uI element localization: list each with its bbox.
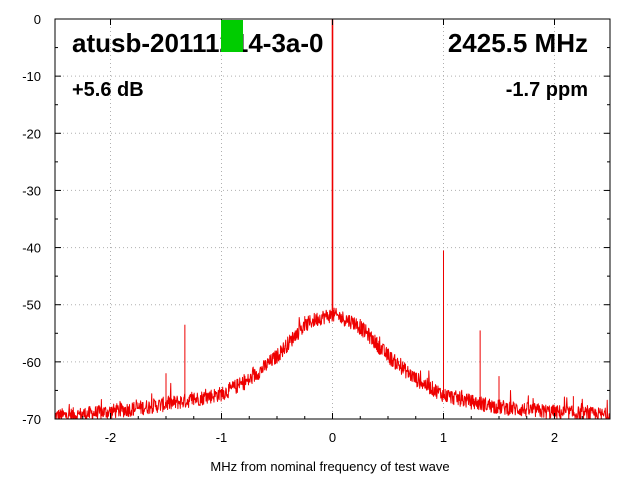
status-marker <box>221 20 243 52</box>
y-tick-label: 0 <box>34 12 41 27</box>
device-label: atusb-20111214-3a-0 <box>72 28 324 58</box>
x-axis-label: MHz from nominal frequency of test wave <box>210 459 449 474</box>
offset-label: -1.7 ppm <box>506 79 588 101</box>
axis-ticks: -2 -1 0 1 20-10-20-30-40-50-60-70 <box>22 12 611 445</box>
y-tick-label: -40 <box>22 241 41 256</box>
y-tick-label: -10 <box>22 69 41 84</box>
frequency-label: 2425.5 MHz <box>448 28 588 58</box>
x-tick-label: -2 <box>105 430 117 445</box>
x-tick-label: 2 <box>551 430 558 445</box>
x-tick-label: -1 <box>216 430 228 445</box>
y-tick-label: -70 <box>22 412 41 427</box>
spectrum-noise-trace <box>54 307 611 420</box>
y-tick-label: -30 <box>22 183 41 198</box>
gain-label: +5.6 dB <box>72 79 144 101</box>
y-tick-label: -60 <box>22 355 41 370</box>
x-tick-label: 0 <box>329 430 336 445</box>
x-tick-label: 1 <box>440 430 447 445</box>
spectrum-trace-group <box>54 19 611 420</box>
y-tick-label: -50 <box>22 298 41 313</box>
y-tick-label: -20 <box>22 126 41 141</box>
